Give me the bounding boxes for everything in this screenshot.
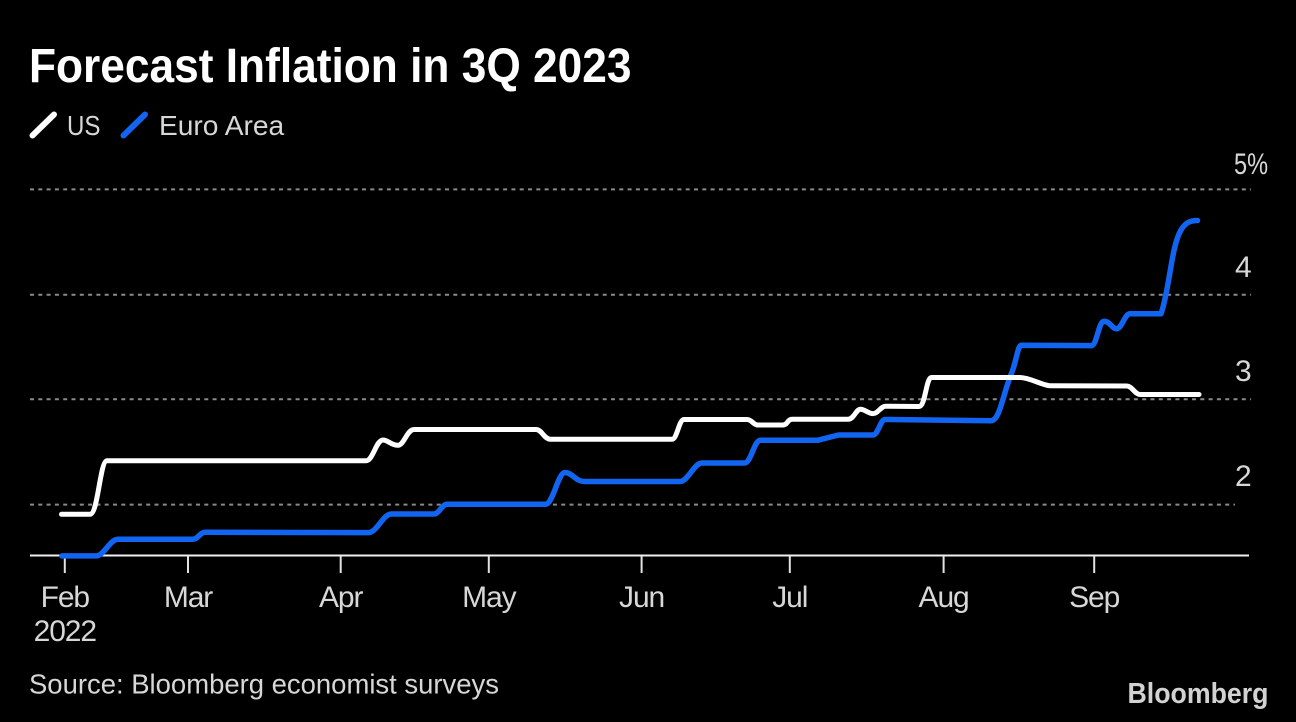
svg-text:May: May [462,581,516,614]
svg-text:Mar: Mar [164,581,213,614]
svg-text:4: 4 [1235,251,1252,284]
svg-text:5%: 5% [1234,148,1268,181]
svg-text:Source: Bloomberg economist su: Source: Bloomberg economist surveys [29,669,499,700]
svg-text:Apr: Apr [319,581,363,614]
svg-text:Sep: Sep [1069,581,1119,614]
svg-text:2: 2 [1235,460,1252,493]
svg-text:US: US [67,110,101,141]
svg-text:3: 3 [1235,355,1252,388]
svg-text:Forecast Inflation in 3Q 2023: Forecast Inflation in 3Q 2023 [29,40,632,93]
svg-text:Jul: Jul [772,581,807,614]
svg-text:Jun: Jun [619,581,664,614]
svg-text:Euro Area: Euro Area [159,110,285,141]
svg-text:Aug: Aug [919,581,969,614]
svg-text:Bloomberg: Bloomberg [1128,678,1269,710]
svg-text:Feb: Feb [41,581,90,614]
svg-text:2022: 2022 [34,615,97,648]
